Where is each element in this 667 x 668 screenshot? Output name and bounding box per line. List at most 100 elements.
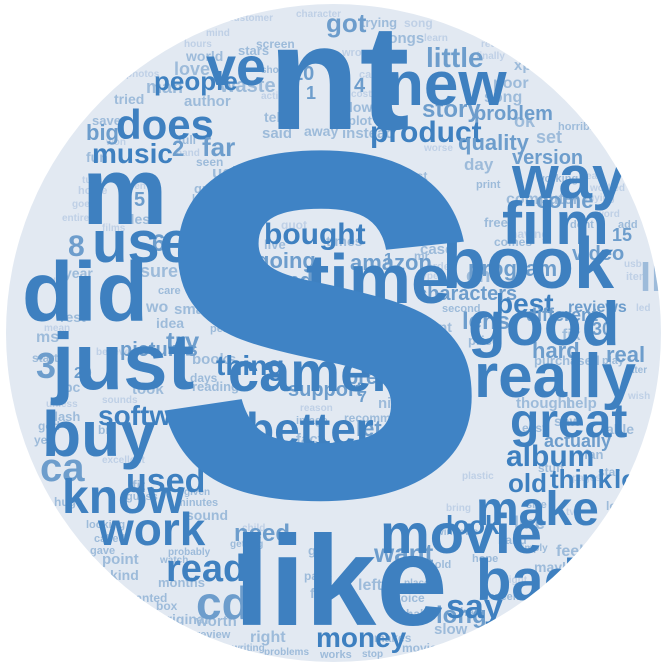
cloud-word: slow (434, 621, 468, 638)
cloud-word: mean (44, 323, 71, 334)
cloud-word: film (502, 190, 609, 257)
cloud-word: weeks (492, 591, 526, 603)
cloud-word: years (316, 434, 379, 461)
cloud-word: tell (264, 109, 285, 125)
cloud-word: quite (194, 181, 226, 196)
cloud-word: amazon (350, 250, 432, 275)
cloud-word: instead (342, 125, 395, 142)
cloud-word: hold (428, 559, 452, 571)
cloud-word: like (234, 510, 448, 653)
cloud-word: books (192, 351, 237, 368)
cloud-word: start (32, 351, 59, 365)
cloud-word: day (464, 155, 494, 174)
cloud-word: band (498, 533, 527, 547)
cloud-word: better (246, 403, 374, 455)
cloud-word: music (92, 138, 173, 169)
cloud-word: care (158, 285, 181, 297)
cloud-word: author (184, 93, 231, 110)
cloud-word: free (484, 215, 508, 230)
cloud-word: 8 (68, 230, 85, 263)
cloud-word: flash (50, 409, 81, 424)
cloud-word: lost (192, 193, 212, 205)
cloud-word: reason (300, 403, 333, 414)
cloud-word: video (572, 243, 625, 265)
cloud-word: horrible (558, 121, 599, 133)
cloud-word: kids (406, 381, 433, 396)
cloud-word: time (306, 240, 450, 318)
cloud-word: said (262, 125, 293, 142)
cloud-word: ll (640, 256, 661, 300)
cloud-word: try (166, 326, 200, 356)
cloud-word: movies (402, 641, 444, 655)
cloud-word: book (442, 224, 614, 304)
cloud-word: guess (126, 491, 158, 503)
cloud-word: quot (281, 218, 307, 232)
cloud-word: mr (414, 249, 430, 263)
cloud-word: 20 (74, 365, 92, 382)
cloud-word: voice (394, 591, 425, 605)
cloud-word: program (468, 256, 558, 281)
cloud-word: easy (522, 421, 549, 435)
cloud-word: support (288, 379, 363, 401)
cloud-word: sure (140, 261, 179, 281)
cloud-word: reviews (568, 299, 627, 316)
cloud-word: wo (146, 299, 169, 316)
cloud-word: ok (514, 111, 536, 131)
cloud-word: page (304, 569, 333, 583)
cloud-word: fan (584, 447, 604, 462)
cloud-word: print (476, 179, 501, 191)
cloud-word: people (154, 66, 238, 96)
cloud-word: finally (476, 51, 505, 62)
cloud-word: learn (424, 33, 448, 44)
cloud-word: big (86, 120, 119, 145)
cloud-word: end (274, 268, 314, 293)
cloud-word: went (420, 319, 452, 335)
cloud-word: months (158, 575, 205, 590)
cloud-word: kind (110, 567, 139, 583)
cloud-word: stuff (538, 461, 564, 475)
cloud-word: windows (436, 527, 479, 538)
main-word: s (142, 4, 498, 631)
cloud-word: use (92, 210, 192, 275)
cloud-word: set (536, 127, 563, 147)
cloud-word: called (94, 533, 126, 545)
cloud-word: original (158, 611, 209, 627)
cloud-word: guy (308, 543, 332, 558)
cloud-disc: customer character trying song mind hour… (6, 4, 661, 662)
cloud-word: song (404, 16, 433, 30)
cloud-word: using (212, 163, 258, 182)
cloud-word: trying (361, 15, 398, 30)
cloud-word: case (420, 241, 454, 258)
cloud-word: makes (374, 631, 412, 645)
cloud-word: light (506, 575, 528, 586)
cloud-word: add (618, 219, 638, 231)
cloud-word: full (178, 133, 196, 147)
cloud-word: review (196, 629, 231, 641)
cloud-word: plastic (462, 471, 494, 482)
cloud-word: read (166, 548, 247, 590)
cloud-word: picture (336, 311, 377, 325)
cloud-word: year (64, 265, 93, 281)
cloud-word: really (474, 342, 637, 411)
cloud-word: times (326, 233, 363, 249)
cloud-word: bring (446, 503, 471, 514)
cloud-word: hope (472, 553, 499, 565)
cloud-word: need (234, 520, 291, 547)
cloud-word: brand (406, 459, 434, 470)
cloud-word: used (126, 462, 206, 500)
cloud-word: life (218, 401, 245, 421)
cloud-word: tv (566, 507, 575, 518)
cloud-word: save (92, 113, 121, 128)
cloud-word: love (174, 59, 211, 79)
cloud-word: digital (380, 449, 416, 463)
cloud-word: dvd (398, 210, 452, 243)
cloud-word: won (106, 137, 126, 148)
cloud-word: quality (458, 130, 529, 155)
cloud-word: size (526, 499, 547, 511)
cloud-word: left (358, 577, 382, 594)
cloud-word: m (82, 138, 168, 245)
cloud-word: tried (114, 91, 145, 107)
cloud-word: long (436, 602, 487, 629)
cloud-word: canon (196, 449, 235, 464)
cloud-word: hand (176, 148, 200, 159)
